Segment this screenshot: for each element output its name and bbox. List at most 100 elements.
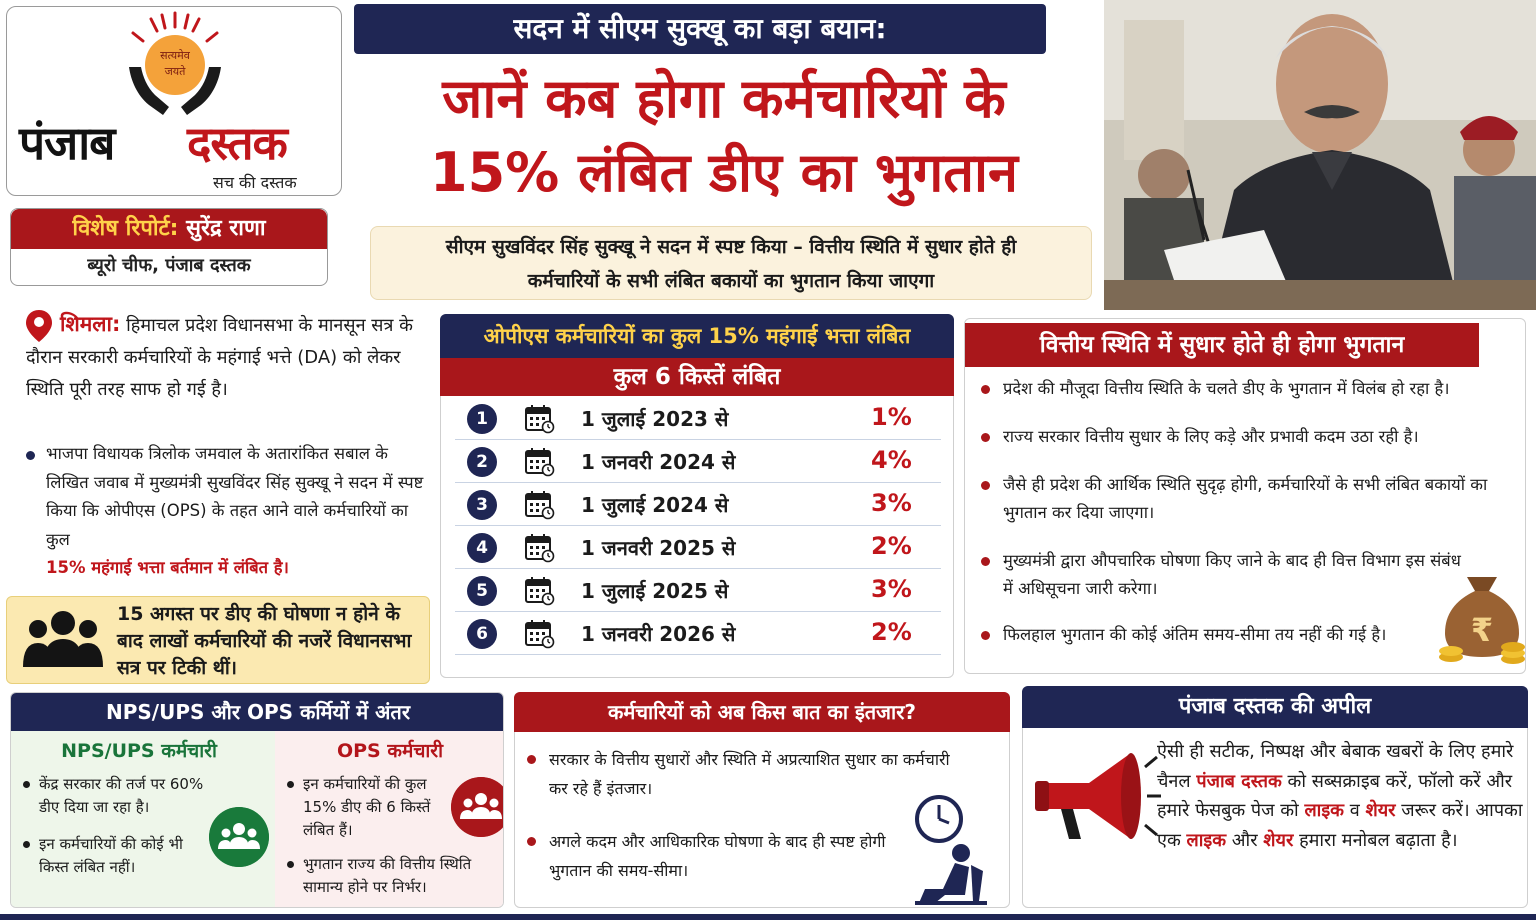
- appeal-share-1: शेयर: [1365, 800, 1396, 821]
- waiting-item-text: अगले कदम और आधिकारिक घोषणा के बाद ही स्प…: [549, 832, 886, 880]
- waiting-item: सरकार के वित्तीय सुधारों और स्थिति में अ…: [527, 745, 957, 803]
- chief-minister-photo: [1104, 0, 1536, 310]
- note-text: 15 अगस्त पर डीए की घोषणा न होने के बाद ल…: [117, 603, 412, 679]
- headline-line-2: 15% लंबित डीए का भुगतान: [430, 141, 1018, 204]
- story-lead: शिमला: हिमाचल प्रदेश विधानसभा के मानसून …: [26, 308, 422, 406]
- people-group-icon: [23, 611, 103, 667]
- bullet-dot: [287, 781, 294, 788]
- installment-row: 1 1 जुलाई 2023 से 1%: [455, 397, 941, 440]
- appeal-text-3: व: [1349, 800, 1360, 821]
- installment-percent: 2%: [871, 532, 912, 560]
- bullet-dot: [23, 781, 30, 788]
- brand-logo: सत्यमेव जयते पंजाब दस्तक सच की दस्तक: [6, 6, 342, 196]
- nps-column: NPS/UPS कर्मचारी केंद्र सरकार की तर्ज पर…: [11, 731, 275, 907]
- reporter-label: विशेष रिपोर्ट:: [72, 216, 179, 241]
- comparison-title: NPS/UPS और OPS कर्मियों में अंतर: [11, 693, 503, 731]
- installment-date: 1 जुलाई 2023 से: [581, 407, 729, 431]
- installment-date: 1 जनवरी 2024 से: [581, 450, 736, 474]
- ops-item: भुगतान राज्य की वित्तीय स्थिति सामान्य ह…: [287, 853, 501, 899]
- reporter-card: विशेष रिपोर्ट: सुरेंद्र राणा ब्यूरो चीफ,…: [10, 208, 328, 286]
- headline: जानें कब होगा कर्मचारियों के 15% लंबित ड…: [354, 62, 1094, 210]
- bullet-dot: [23, 841, 30, 848]
- kicker-banner: सदन में सीएम सुक्खू का बड़ा बयान:: [354, 4, 1046, 54]
- nps-title: NPS/UPS कर्मचारी: [61, 740, 217, 762]
- nps-item-text: केंद्र सरकार की तर्ज पर 60% डीए दिया जा …: [39, 775, 204, 816]
- installment-percent: 3%: [871, 575, 912, 603]
- waiting-item: अगले कदम और आधिकारिक घोषणा के बाद ही स्प…: [527, 827, 887, 885]
- speaker-photo-illustration: [1104, 0, 1536, 310]
- calendar-icon: [523, 488, 555, 520]
- bottom-rule: [0, 914, 1536, 920]
- finance-item-text: प्रदेश की मौजूदा वित्तीय स्थिति के चलते …: [1003, 379, 1450, 398]
- appeal-text-4: जरूर करें। आपका एक: [1157, 800, 1523, 851]
- bullet-dot: [981, 433, 990, 442]
- finance-panel: वित्तीय स्थिति में सुधार होते ही होगा भु…: [964, 318, 1526, 674]
- calendar-icon: [523, 402, 555, 434]
- calendar-icon: [523, 445, 555, 477]
- installment-number-badge: 2: [467, 447, 497, 477]
- bullet-dot: [981, 385, 990, 394]
- headline-line-1: जानें कब होगा कर्मचारियों के: [442, 67, 1006, 130]
- logo-word-punjab: पंजाब: [19, 116, 115, 170]
- calendar-icon: [523, 617, 555, 649]
- installment-number-badge: 5: [467, 576, 497, 606]
- note-box: 15 अगस्त पर डीए की घोषणा न होने के बाद ल…: [6, 596, 430, 684]
- lead-text: हिमाचल प्रदेश विधानसभा के मानसून सत्र के…: [26, 315, 413, 400]
- ops-item-text: भुगतान राज्य की वित्तीय स्थिति सामान्य ह…: [303, 855, 472, 896]
- installment-percent: 4%: [871, 446, 912, 474]
- reporter-name: सुरेंद्र राणा: [186, 216, 266, 241]
- finance-item: फिलहाल भुगतान की कोई अंतिम समय-सीमा तय न…: [981, 621, 1441, 649]
- installment-date: 1 जुलाई 2024 से: [581, 493, 729, 517]
- appeal-panel: पंजाब दस्तक की अपील ऐसी ही सटीक, निष्पक्…: [1022, 686, 1528, 908]
- rupee-symbol: ₹: [1471, 611, 1493, 649]
- nps-item: इन कर्मचारियों की कोई भी किस्त लंबित नही…: [23, 833, 211, 879]
- installment-date: 1 जुलाई 2025 से: [581, 579, 729, 603]
- bullet-dot: [981, 631, 990, 640]
- finance-item: प्रदेश की मौजूदा वित्तीय स्थिति के चलते …: [981, 375, 1501, 403]
- finance-item-text: राज्य सरकार वित्तीय सुधार के लिए कड़े और…: [1003, 427, 1419, 446]
- installment-percent: 1%: [871, 403, 912, 431]
- team-icon-green: [209, 807, 269, 867]
- ops-item-text: इन कर्मचारियों की कुल 15% डीए की 6 किस्त…: [303, 775, 431, 839]
- ops-title: OPS कर्मचारी: [336, 740, 443, 762]
- installment-number-badge: 4: [467, 533, 497, 563]
- team-icon-red: [451, 777, 503, 837]
- finance-title: वित्तीय स्थिति में सुधार होते ही होगा भु…: [965, 323, 1479, 367]
- bullet-paragraph: भाजपा विधायक त्रिलोक जमवाल के अतारांकित …: [46, 440, 426, 583]
- appeal-share-2: शेयर: [1263, 829, 1294, 851]
- appeal-text-6: हमारा मनोबल बढ़ाता है।: [1299, 829, 1458, 851]
- bullet-dot: [527, 755, 536, 764]
- bullet-dot: [981, 557, 990, 566]
- subhead-box: सीएम सुखविंदर सिंह सुक्खू ने सदन में स्प…: [370, 226, 1092, 300]
- appeal-text-1: ऐसी ही सटीक, निष्पक्ष और बेबाक खबरों के …: [1157, 741, 1514, 792]
- comparison-panel: NPS/UPS और OPS कर्मियों में अंतर NPS/UPS…: [10, 692, 504, 908]
- appeal-text-2: को सब्सक्राइब करें, फॉलो करें और हमारे फ…: [1157, 770, 1513, 822]
- logo-word-dastak: दस्तक: [187, 116, 288, 170]
- installment-percent: 2%: [871, 618, 912, 646]
- bullet-highlight: 15% महंगाई भत्ता बर्तमान में लंबित है।: [46, 558, 289, 577]
- installments-title: ओपीएस कर्मचारियों का कुल 15% महंगाई भत्त…: [440, 314, 954, 358]
- emblem-text-1: सत्यमेव: [160, 49, 191, 62]
- story-column: शिमला: हिमाचल प्रदेश विधानसभा के मानसून …: [6, 296, 430, 590]
- sun-hands-emblem-icon: सत्यमेव जयते: [129, 11, 221, 115]
- location-pin-icon: [26, 310, 52, 342]
- installments-panel: ओपीएस कर्मचारियों का कुल 15% महंगाई भत्त…: [440, 314, 954, 678]
- finance-item: राज्य सरकार वित्तीय सुधार के लिए कड़े और…: [981, 423, 1501, 451]
- appeal-title: पंजाब दस्तक की अपील: [1022, 686, 1528, 728]
- nps-item-text: इन कर्मचारियों की कोई भी किस्त लंबित नही…: [39, 835, 183, 876]
- reporter-title: विशेष रिपोर्ट: सुरेंद्र राणा: [11, 209, 327, 249]
- waiting-person-clock-icon: [915, 795, 987, 905]
- finance-item-text: फिलहाल भुगतान की कोई अंतिम समय-सीमा तय न…: [1003, 625, 1387, 644]
- installments-subtitle: कुल 6 किस्तें लंबित: [440, 358, 954, 396]
- installment-row: 4 1 जनवरी 2025 से 2%: [455, 526, 941, 569]
- logo-tagline: सच की दस्तक: [213, 173, 297, 192]
- subhead-line-2: कर्मचारियों के सभी लंबित बकायों का भुगता…: [527, 270, 935, 292]
- reporter-designation: ब्यूरो चीफ, पंजाब दस्तक: [87, 255, 251, 276]
- installment-number-badge: 6: [467, 619, 497, 649]
- finance-item-text: मुख्यमंत्री द्वारा औपचारिक घोषणा किए जान…: [1003, 551, 1461, 598]
- bullet-dot: [287, 861, 294, 868]
- ops-column: OPS कर्मचारी इन कर्मचारियों की कुल 15% ड…: [275, 731, 503, 907]
- waiting-panel: कर्मचारियों को अब किस बात का इंतजार? सरक…: [514, 692, 1010, 908]
- bullet-dot: [981, 481, 990, 490]
- appeal-brand: पंजाब दस्तक: [1196, 770, 1282, 792]
